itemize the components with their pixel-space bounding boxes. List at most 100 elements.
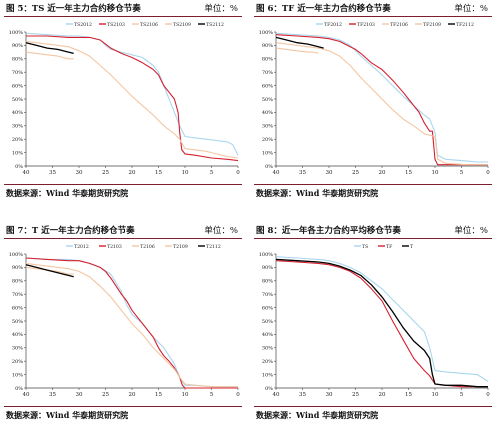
y-tick-label: 30%	[262, 124, 273, 130]
panel-source: 数据来源：Wind 华泰期货研究院	[256, 410, 379, 420]
legend-label: TF2012	[324, 22, 342, 28]
y-tick-label: 50%	[12, 97, 23, 103]
x-tick-label: 0	[486, 392, 490, 398]
title-rule	[4, 16, 242, 17]
series-line-ts2106	[25, 40, 239, 159]
title-rule	[254, 238, 492, 239]
legend-label: TS2109	[173, 22, 191, 28]
series-line-ts2112	[25, 42, 74, 55]
y-tick-label: 70%	[262, 70, 273, 76]
panel-header: 图 5：TS 近一年主力合约移仓节奏 单位：%	[4, 2, 242, 16]
y-tick-label: 100%	[259, 252, 274, 258]
series-line-tf2109	[275, 47, 319, 54]
x-tick-label: 35	[299, 392, 306, 398]
y-tick-label: 80%	[262, 279, 273, 285]
legend-label: TS2103	[107, 22, 125, 28]
y-tick-label: 0%	[265, 164, 273, 170]
x-tick-label: 40	[23, 392, 30, 398]
legend-label: TF2112	[456, 22, 474, 28]
panel-source: 数据来源：Wind 华泰期货研究院	[6, 410, 129, 420]
legend-label: TS2112	[206, 22, 224, 28]
x-tick-label: 40	[273, 170, 280, 176]
y-tick-label: 100%	[9, 30, 24, 36]
x-tick-label: 0	[236, 170, 240, 176]
x-tick-label: 35	[299, 170, 306, 176]
x-tick-label: 20	[129, 170, 136, 176]
y-tick-label: 90%	[12, 43, 23, 49]
x-tick-label: 25	[352, 170, 359, 176]
series-line-ts	[275, 256, 489, 382]
y-tick-label: 30%	[262, 346, 273, 352]
x-tick-label: 30	[76, 392, 83, 398]
y-tick-label: 50%	[262, 319, 273, 325]
y-tick-label: 20%	[12, 137, 23, 143]
legend-label: T2012	[74, 244, 89, 250]
series-line-t2112	[25, 264, 74, 278]
y-tick-label: 80%	[262, 57, 273, 63]
legend-label: TS	[362, 244, 368, 250]
x-tick-label: 0	[236, 392, 240, 398]
y-tick-label: 40%	[12, 110, 23, 116]
y-tick-label: 80%	[12, 279, 23, 285]
series-line-ts2109	[25, 51, 74, 60]
y-tick-label: 40%	[262, 110, 273, 116]
panel-average: 图 8：近一年各主力合约平均移仓节奏 单位：% 0% 10% 20% 30% 40% 50…	[254, 222, 496, 432]
series-line-tf2106	[275, 42, 488, 166]
series-line-tf2112	[275, 36, 324, 49]
series-line-t2012	[25, 257, 238, 388]
y-tick-label: 90%	[12, 265, 23, 271]
y-tick-label: 40%	[12, 332, 23, 338]
legend-label: TF	[386, 244, 392, 250]
title-rule	[4, 238, 242, 239]
panel-unit: 单位：%	[454, 226, 488, 236]
legend-label: T2109	[173, 244, 188, 250]
x-tick-label: 10	[182, 170, 189, 176]
panel-unit: 单位：%	[204, 4, 238, 14]
y-tick-label: 20%	[12, 359, 23, 365]
y-tick-label: 70%	[12, 70, 23, 76]
x-tick-label: 30	[326, 392, 333, 398]
panel-t: 图 7：T 近一年主力合约移仓节奏 单位：% 0% 10% 20% 30% 40% 50%…	[4, 222, 246, 432]
x-tick-label: 35	[49, 392, 56, 398]
y-tick-label: 50%	[262, 97, 273, 103]
y-tick-label: 80%	[12, 57, 23, 63]
x-tick-label: 5	[210, 392, 214, 398]
y-tick-label: 0%	[15, 386, 23, 392]
legend-label: TS2012	[74, 22, 92, 28]
series-line-t2109	[25, 266, 74, 275]
panel-source: 数据来源：Wind 华泰期货研究院	[256, 188, 379, 198]
x-tick-label: 5	[460, 392, 464, 398]
x-tick-label: 25	[102, 392, 109, 398]
y-tick-label: 90%	[262, 265, 273, 271]
source-rule	[254, 406, 492, 407]
series-line-tf2012	[275, 32, 488, 163]
x-tick-label: 25	[352, 392, 359, 398]
panel-tf: 图 6：TF 近一年主力合约移仓节奏 单位：% 0% 10% 20% 30% 40% 50…	[254, 0, 496, 210]
legend-label: TF2103	[357, 22, 375, 28]
x-tick-label: 20	[129, 392, 136, 398]
source-rule	[4, 406, 242, 407]
source-rule	[254, 184, 492, 185]
x-tick-label: 30	[76, 170, 83, 176]
panel-title: 图 7：T 近一年主力合约移仓节奏	[6, 226, 135, 236]
y-tick-label: 100%	[9, 252, 24, 258]
x-tick-label: 0	[486, 170, 490, 176]
series-line-tf	[275, 260, 488, 388]
legend-label: T2103	[107, 244, 122, 250]
panel-unit: 单位：%	[454, 4, 488, 14]
y-tick-label: 60%	[12, 83, 23, 89]
y-tick-label: 60%	[12, 305, 23, 311]
y-tick-label: 0%	[265, 386, 273, 392]
x-tick-label: 20	[379, 170, 386, 176]
chart-average: 0% 10% 20% 30% 40% 50% 60% 70% 80% 90% 100% 40 35 30 2…	[259, 244, 491, 398]
x-tick-label: 30	[326, 170, 333, 176]
legend-label: TF2109	[423, 22, 441, 28]
x-tick-label: 15	[155, 392, 162, 398]
y-tick-label: 20%	[262, 359, 273, 365]
legend-label: T	[410, 244, 414, 250]
x-tick-label: 10	[432, 392, 439, 398]
y-tick-label: 40%	[262, 332, 273, 338]
chart-t: 0% 10% 20% 30% 40% 50% 60% 70% 80% 90% 100% 40 35 30 2…	[9, 244, 241, 398]
panel-header: 图 8：近一年各主力合约平均移仓节奏 单位：%	[254, 224, 492, 238]
y-tick-label: 100%	[259, 30, 274, 36]
